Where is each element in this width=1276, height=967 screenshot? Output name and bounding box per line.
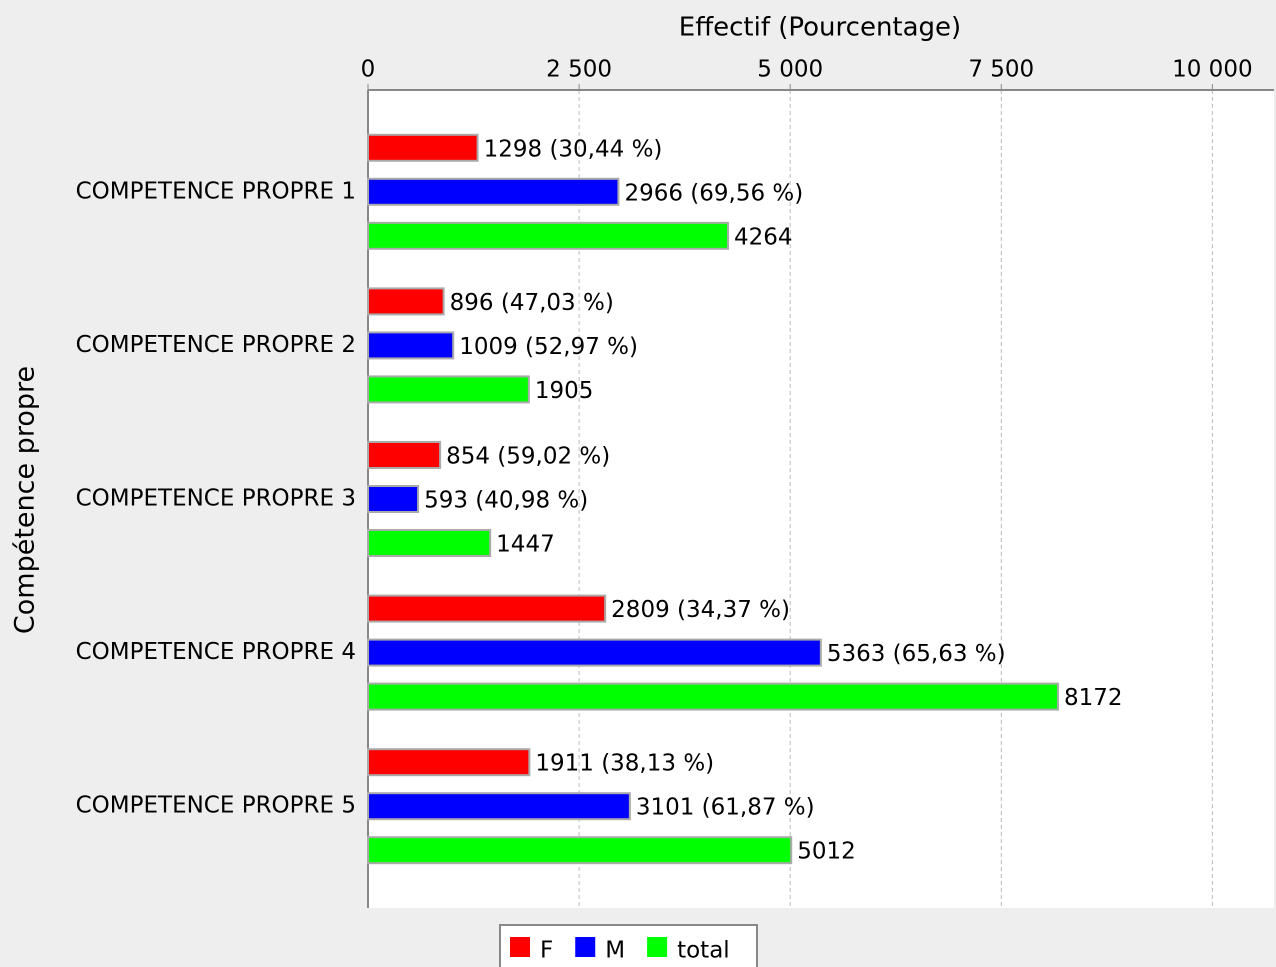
y-tick-label: COMPETENCE PROPRE 3 [76,486,356,512]
chart-title: Effectif (Pourcentage) [679,13,961,43]
bar [367,638,822,667]
legend-label: F [540,938,553,964]
y-axis-title: Compétence propre [10,366,41,634]
bar [367,375,530,404]
bar [367,748,531,777]
data-label: 1009 (52,97 %) [459,334,638,360]
data-label: 1298 (30,44 %) [484,136,663,162]
data-label: 3101 (61,87 %) [636,795,815,821]
legend-swatch [510,937,530,957]
data-label: 8172 [1064,685,1123,711]
x-tick-label: 0 [361,57,376,83]
data-label: 1911 (38,13 %) [535,751,714,777]
data-label: 896 (47,03 %) [450,290,614,316]
x-tick-label: 10 000 [1172,57,1252,83]
legend-box [499,924,758,967]
y-tick-label: COMPETENCE PROPRE 2 [76,332,356,358]
x-tick-label: 5 000 [757,57,823,83]
data-label: 1905 [535,378,594,404]
data-label: 5363 (65,63 %) [827,641,1006,667]
legend-label: M [605,938,625,964]
y-tick-label: COMPETENCE PROPRE 4 [76,639,356,665]
data-label: 854 (59,02 %) [446,444,610,470]
legend-swatch [647,937,668,957]
bar [367,331,455,360]
legend-label: total [677,938,730,964]
data-label: 2809 (34,37 %) [611,597,790,623]
legend-swatch [575,937,596,957]
bar [367,682,1060,711]
y-tick-label: COMPETENCE PROPRE 1 [76,178,356,204]
bar [367,529,492,557]
bar [367,287,445,316]
bar [367,836,793,865]
data-label: 1447 [496,532,555,558]
data-label: 593 (40,98 %) [424,488,588,514]
bar [367,485,420,513]
data-label: 4264 [734,224,793,250]
x-tick-label: 7 500 [968,57,1034,83]
bar [367,792,631,821]
bar [367,177,620,206]
x-tick-label: 2 500 [546,57,612,83]
bar [367,441,442,469]
bar [367,221,730,250]
bar [367,133,479,162]
bar [367,594,607,623]
data-label: 2966 (69,56 %) [624,180,803,206]
y-tick-label: COMPETENCE PROPRE 5 [76,793,356,819]
data-label: 5012 [797,839,856,865]
